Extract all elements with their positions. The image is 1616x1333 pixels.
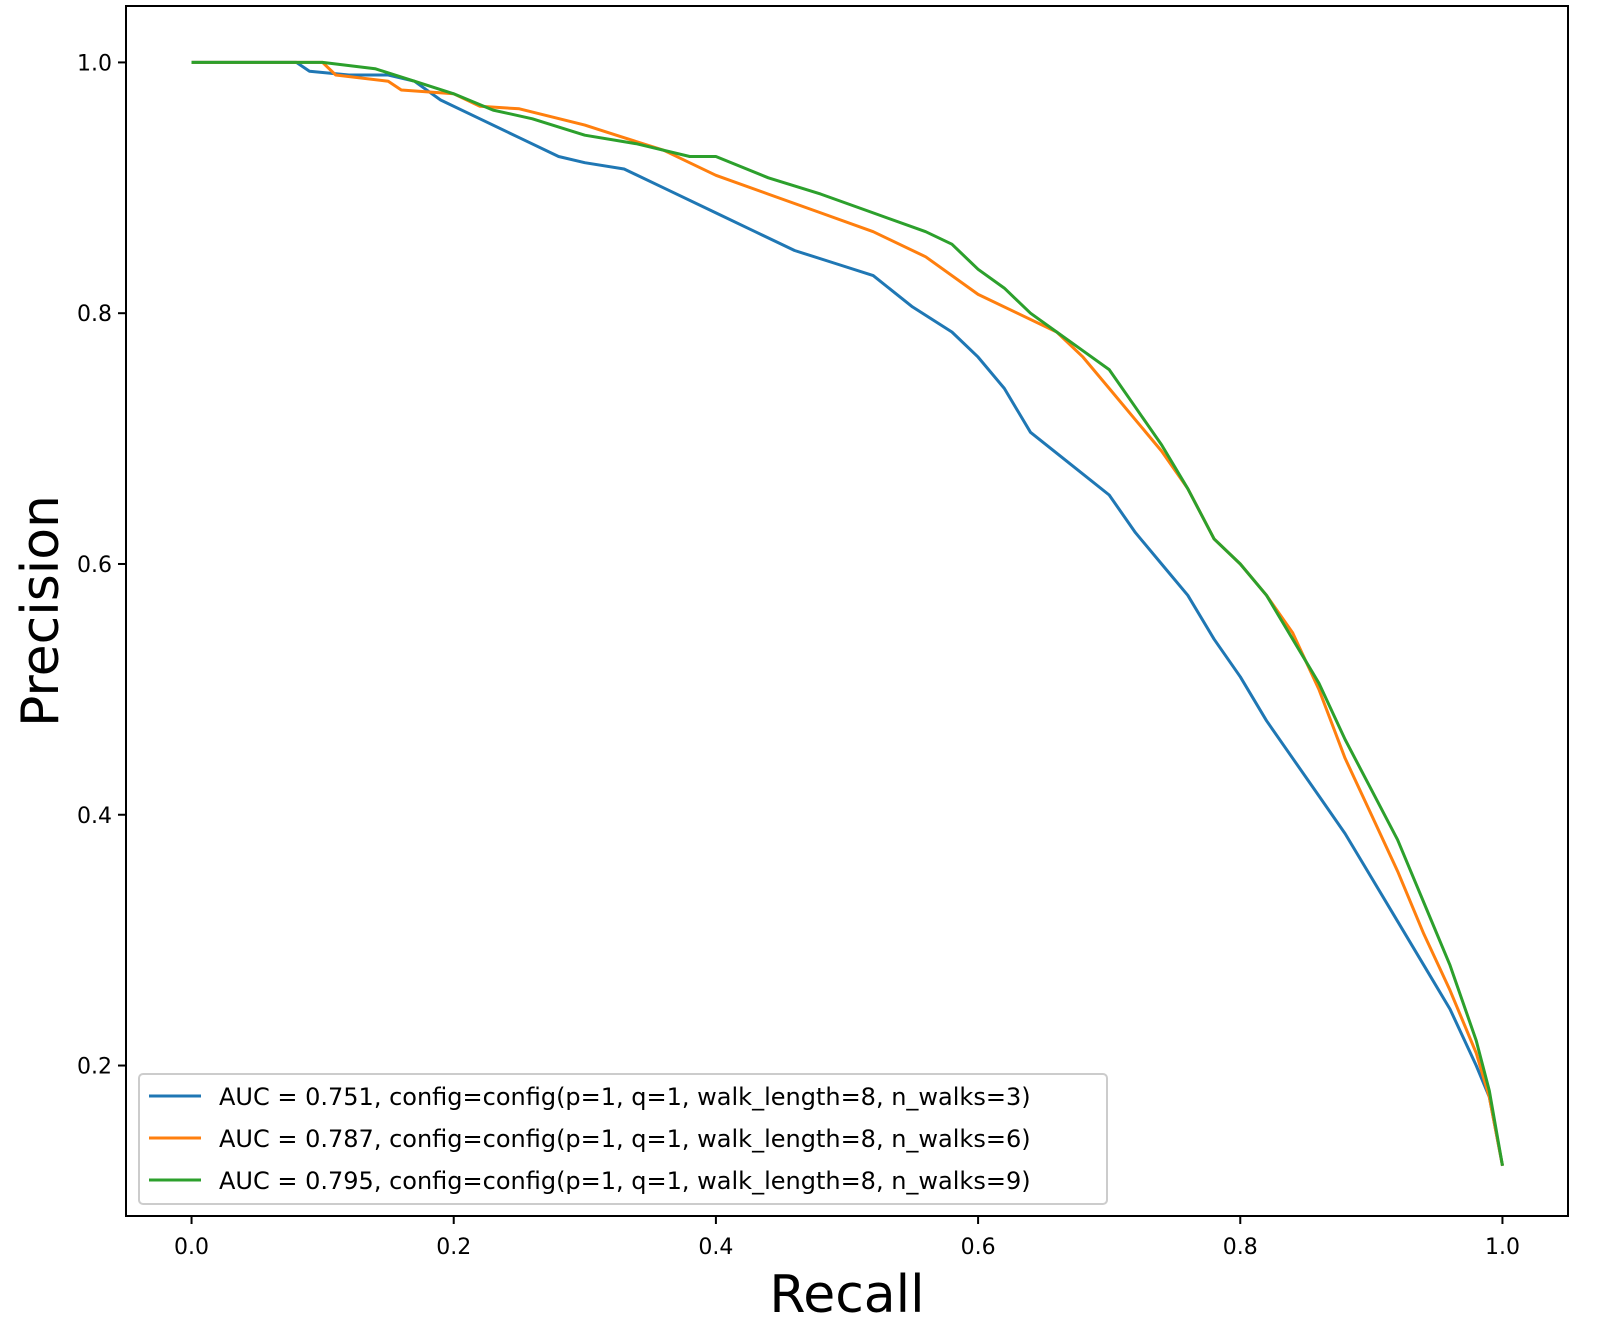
legend-box — [138, 1073, 1108, 1205]
y-tick-label: 1.0 — [77, 51, 112, 76]
x-tick-label: 0.4 — [698, 1235, 733, 1260]
y-tick-label: 0.4 — [77, 804, 112, 829]
x-axis-ticks: 0.0 0.2 0.4 0.6 0.8 1.0 — [174, 1216, 1520, 1260]
legend-entry-label: AUC = 0.795, config=config(p=1, q=1, wal… — [219, 1167, 1031, 1195]
x-tick-label: 0.0 — [174, 1235, 209, 1260]
y-axis-label: Precision — [11, 495, 71, 727]
y-tick-label: 0.6 — [77, 553, 112, 578]
series-layer — [191, 60, 1504, 1167]
x-axis-label: Recall — [769, 1265, 924, 1325]
y-tick-label: 0.2 — [77, 1055, 112, 1080]
series-line-1 — [191, 60, 1504, 1167]
series-line-3 — [191, 60, 1504, 1167]
x-tick-label: 0.8 — [1223, 1235, 1258, 1260]
x-tick-label: 0.6 — [961, 1235, 996, 1260]
y-tick-label: 0.8 — [77, 302, 112, 327]
legend: AUC = 0.751, config=config(p=1, q=1, wal… — [138, 1073, 1108, 1205]
plot-area — [125, 5, 1569, 1217]
legend-entry-label: AUC = 0.787, config=config(p=1, q=1, wal… — [219, 1125, 1031, 1153]
y-axis-ticks: 0.2 0.4 0.6 0.8 1.0 — [77, 51, 126, 1080]
x-tick-label: 0.2 — [436, 1235, 471, 1260]
x-tick-label: 1.0 — [1485, 1235, 1520, 1260]
legend-entry-label: AUC = 0.751, config=config(p=1, q=1, wal… — [219, 1083, 1031, 1111]
